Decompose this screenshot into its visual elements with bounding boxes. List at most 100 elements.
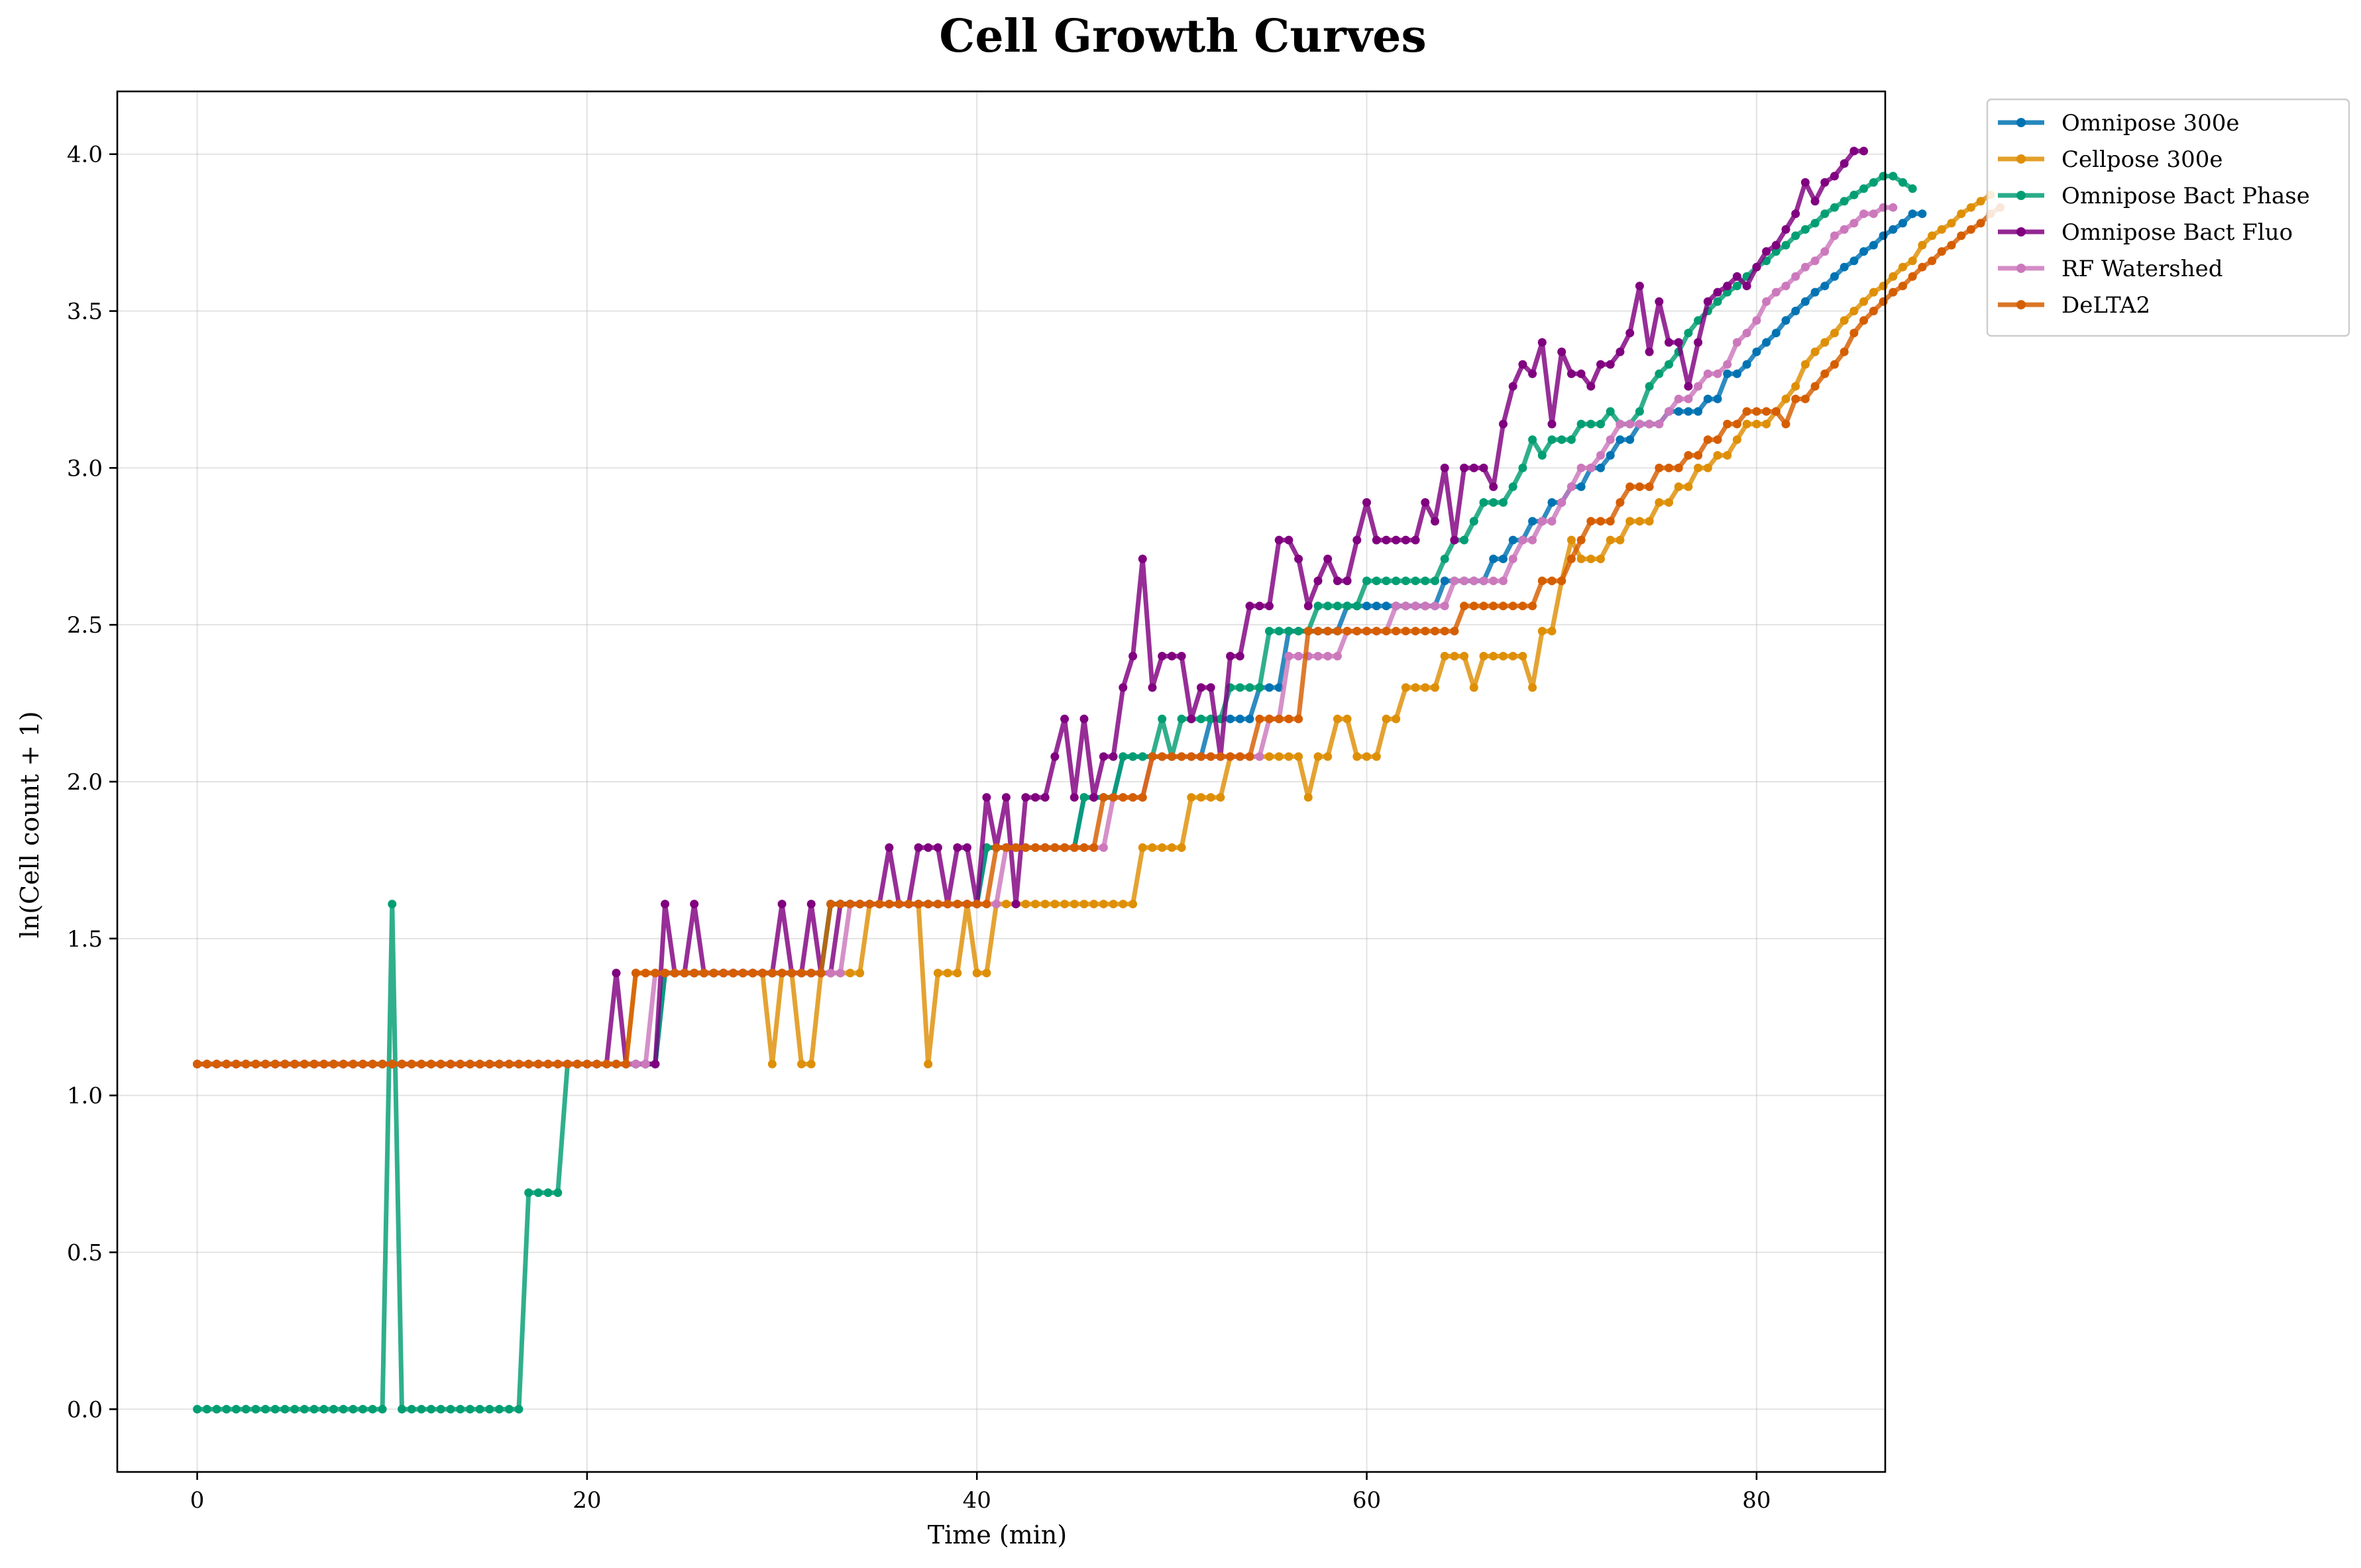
data-point <box>651 968 660 978</box>
data-point <box>1284 535 1293 545</box>
data-point <box>1148 843 1157 852</box>
data-point <box>1099 900 1108 909</box>
data-point <box>212 1059 221 1069</box>
data-point <box>1918 262 1927 272</box>
data-point <box>1411 601 1420 611</box>
data-point <box>1742 360 1751 369</box>
data-point <box>1401 627 1410 636</box>
data-point <box>1440 554 1449 564</box>
data-point <box>1508 482 1517 492</box>
data-point <box>465 1404 474 1414</box>
data-point <box>1284 652 1293 660</box>
data-point <box>602 1059 611 1069</box>
data-point <box>1148 752 1157 761</box>
data-point <box>1508 601 1517 611</box>
data-point <box>953 968 962 978</box>
data-point <box>1508 652 1517 660</box>
data-point <box>1723 282 1732 291</box>
data-point <box>1606 517 1615 526</box>
data-point <box>1226 714 1235 723</box>
data-point <box>1762 338 1771 347</box>
data-point <box>368 1404 377 1414</box>
data-point <box>1859 184 1869 193</box>
data-point <box>1674 394 1683 403</box>
data-point <box>1440 652 1449 660</box>
data-point <box>514 1404 523 1414</box>
data-point <box>1781 240 1790 250</box>
data-point <box>1440 576 1449 586</box>
data-point <box>1586 382 1596 391</box>
data-point <box>1537 627 1547 636</box>
data-point <box>339 1059 348 1069</box>
data-point <box>1566 554 1576 564</box>
data-point <box>319 1059 329 1069</box>
legend-label: Omnipose Bact Phase <box>2061 183 2310 209</box>
legend-marker <box>2016 154 2026 164</box>
data-point <box>1957 209 1966 219</box>
data-point <box>1616 535 1625 545</box>
data-point <box>1665 498 1673 507</box>
data-point <box>1635 419 1644 429</box>
data-point <box>1392 601 1401 611</box>
data-point <box>378 1059 387 1069</box>
data-point <box>748 968 757 978</box>
data-point <box>1021 843 1030 852</box>
data-point <box>1800 394 1810 403</box>
data-point <box>1489 652 1498 660</box>
data-point <box>1713 394 1722 403</box>
data-point <box>1031 843 1040 852</box>
data-point <box>680 968 689 978</box>
data-point <box>407 1404 416 1414</box>
data-point <box>1119 793 1128 802</box>
data-point <box>1128 752 1138 761</box>
data-point <box>1547 498 1557 507</box>
data-point <box>1566 369 1576 378</box>
data-point <box>1421 498 1430 507</box>
data-point <box>1703 435 1712 444</box>
data-point <box>885 900 894 909</box>
legend-marker <box>2016 264 2026 273</box>
data-point <box>1352 535 1362 545</box>
data-point <box>1762 407 1771 416</box>
data-point <box>1810 347 1820 356</box>
data-point <box>826 900 836 909</box>
x-axis: 0 20 40 60 80 <box>190 1472 1771 1514</box>
data-point <box>1021 793 1030 802</box>
data-point <box>378 1404 387 1414</box>
data-point <box>1508 535 1517 545</box>
data-point <box>533 1188 543 1197</box>
data-point <box>261 1059 270 1069</box>
data-point <box>563 1059 572 1069</box>
data-point <box>1372 752 1381 761</box>
data-point <box>1245 714 1254 723</box>
data-point <box>485 1404 494 1414</box>
data-point <box>767 968 777 978</box>
data-point <box>612 1059 621 1069</box>
data-point <box>1079 714 1089 723</box>
data-point <box>1791 394 1800 403</box>
data-point <box>1469 683 1478 692</box>
data-point <box>1606 360 1615 369</box>
data-point <box>1839 262 1849 272</box>
data-point <box>1001 793 1011 802</box>
data-point <box>1674 463 1683 472</box>
data-point <box>1694 407 1703 416</box>
data-point <box>1694 463 1703 472</box>
data-point <box>1158 652 1167 660</box>
data-point <box>1742 419 1751 429</box>
data-point <box>368 1059 377 1069</box>
data-point <box>1460 652 1469 660</box>
data-point <box>1635 482 1644 492</box>
data-point <box>661 900 670 909</box>
data-point <box>485 1059 494 1069</box>
y-axis: 0.0 0.5 1.0 1.5 2.0 2.5 3.0 3.5 4.0 <box>67 142 117 1423</box>
data-point <box>1167 752 1176 761</box>
data-point <box>836 900 845 909</box>
data-point <box>300 1059 309 1069</box>
data-point <box>914 843 923 852</box>
data-point <box>427 1059 436 1069</box>
data-point <box>1138 554 1147 564</box>
data-point <box>1859 247 1869 256</box>
data-point <box>1771 407 1781 416</box>
data-point <box>1079 900 1089 909</box>
